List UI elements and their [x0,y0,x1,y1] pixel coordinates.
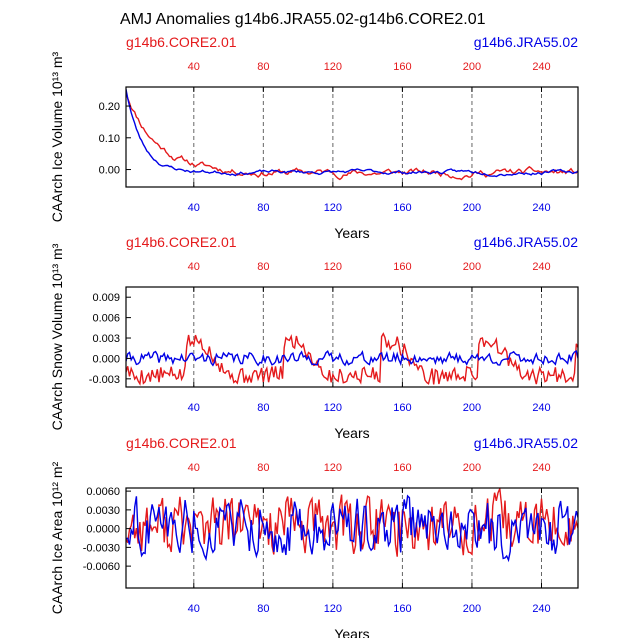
y-axis-label: CAArch Snow Volume 10¹³ m³ [49,243,65,430]
x-tick-label-top: 160 [393,462,411,474]
x-tick-label-top: 40 [188,261,200,273]
run-label-core: g14b6.CORE2.01 [126,435,237,451]
y-tick-label: -0.0060 [83,561,120,573]
run-label-core: g14b6.CORE2.01 [126,234,237,250]
x-tick-label-bottom: 200 [463,202,481,214]
x-tick-label-top: 200 [463,261,481,273]
y-tick-label: 0.20 [99,101,120,113]
y-tick-label: 0.00 [99,165,120,177]
series-jra-line [126,494,578,563]
x-tick-label-bottom: 80 [257,202,269,214]
x-tick-label-bottom: 120 [324,202,342,214]
x-tick-label-bottom: 120 [324,603,342,615]
y-tick-label: 0.000 [92,353,120,365]
y-tick-label: 0.0000 [86,524,120,536]
y-tick-label: 0.0030 [86,505,120,517]
run-label-jra: g14b6.JRA55.02 [474,34,579,50]
run-label-core: g14b6.CORE2.01 [126,34,237,50]
x-tick-label-bottom: 240 [532,603,550,615]
x-tick-label-bottom: 40 [188,603,200,615]
panel-3: 40 40 80 80 120 120 160 160 200 200 240 240 -0.0060 -… [49,435,579,638]
x-axis-label: Years [334,425,369,441]
x-tick-label-top: 160 [393,61,411,73]
y-tick-label: 0.10 [99,133,120,145]
x-tick-label-bottom: 240 [532,202,550,214]
x-tick-label-bottom: 200 [463,603,481,615]
x-tick-label-top: 80 [257,462,269,474]
series-core-line [126,92,578,181]
y-tick-label: 0.009 [92,292,120,304]
x-tick-label-top: 240 [532,61,550,73]
x-tick-label-bottom: 160 [393,202,411,214]
run-label-jra: g14b6.JRA55.02 [474,435,579,451]
x-tick-label-bottom: 40 [188,402,200,414]
run-label-jra: g14b6.JRA55.02 [474,234,579,250]
x-tick-label-top: 80 [257,261,269,273]
y-tick-label: -0.0030 [83,542,120,554]
x-tick-label-top: 120 [324,261,342,273]
x-axis-label: Years [334,626,369,638]
y-tick-label: 0.0060 [86,486,120,498]
series-jra-line [126,89,578,178]
panel-2: 40 40 80 80 120 120 160 160 200 200 240 240 -0.003 0.… [49,234,579,441]
y-axis-label: CAArch Ice Volume 10¹³ m³ [49,51,65,222]
series-core-line [126,332,578,386]
plot-frame [125,487,579,589]
x-tick-label-top: 240 [532,261,550,273]
series-jra-line [126,349,578,367]
x-tick-label-bottom: 160 [393,603,411,615]
x-tick-label-top: 160 [393,261,411,273]
y-tick-label: -0.003 [89,374,120,386]
x-tick-label-bottom: 240 [532,402,550,414]
x-tick-label-top: 40 [188,462,200,474]
x-tick-label-top: 200 [463,462,481,474]
x-tick-label-bottom: 160 [393,402,411,414]
x-tick-label-bottom: 80 [257,603,269,615]
x-tick-label-bottom: 200 [463,402,481,414]
plot-frame [125,286,579,388]
x-tick-label-top: 240 [532,462,550,474]
y-axis-label: CAArch Ice Area 10¹² m² [49,461,65,614]
x-tick-label-top: 120 [324,61,342,73]
x-axis-label: Years [334,225,369,241]
x-tick-label-top: 80 [257,61,269,73]
x-tick-label-top: 200 [463,61,481,73]
x-tick-label-bottom: 40 [188,202,200,214]
figure-title: AMJ Anomalies g14b6.JRA55.02-g14b6.CORE2… [120,11,486,28]
plot-frame [125,86,579,188]
y-tick-label: 0.006 [92,313,120,325]
panel-1: 40 40 80 80 120 120 160 160 200 200 240 240 0.00 0.10… [49,34,579,241]
x-tick-label-bottom: 120 [324,402,342,414]
x-tick-label-bottom: 80 [257,402,269,414]
x-tick-label-top: 120 [324,462,342,474]
y-tick-label: 0.003 [92,333,120,345]
x-tick-label-top: 40 [188,61,200,73]
